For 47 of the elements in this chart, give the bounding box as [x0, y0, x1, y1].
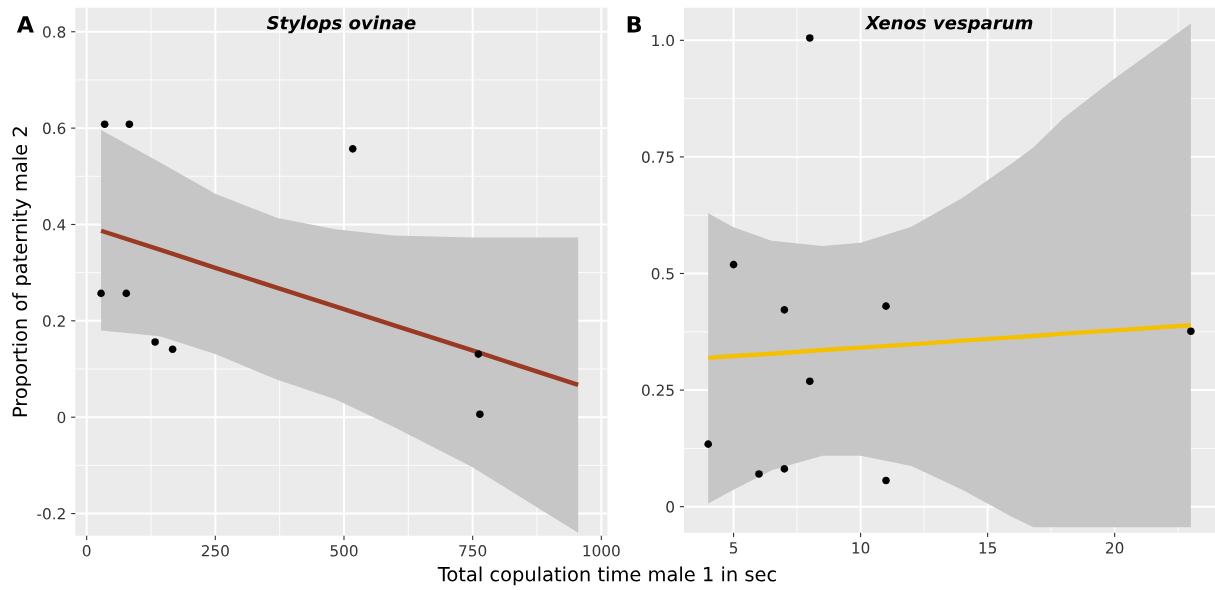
chart-title: Stylops ovinae: [266, 15, 416, 34]
point: [348, 145, 357, 153]
point: [805, 377, 814, 386]
point: [780, 306, 789, 314]
point: [476, 410, 484, 419]
point: [122, 289, 131, 298]
y-tick-label: 0.8: [43, 26, 66, 38]
x-tick-label: 1000: [583, 545, 620, 557]
point: [882, 476, 890, 485]
point: [729, 260, 738, 269]
x-tick-label: 750: [459, 545, 487, 557]
y-tick-label: 0.25: [642, 384, 674, 397]
point: [882, 302, 890, 310]
text: A: [16, 16, 34, 33]
y-tick-label: 1.0: [652, 34, 674, 47]
point: [704, 440, 712, 448]
text: B: [627, 16, 642, 33]
y-tick-label: 0: [666, 501, 674, 513]
y-tick-label: -0.2: [37, 508, 65, 520]
x-axis-title: Total copulation time male 1 in sec: [437, 566, 776, 586]
point: [151, 338, 159, 346]
x-tick-label: 20: [1106, 542, 1124, 554]
line-series: [705, 323, 1194, 361]
x-tick-label: 10: [852, 542, 870, 554]
y-tick-label: 0.2: [43, 315, 65, 327]
point: [97, 289, 105, 298]
x-tick-label: 500: [330, 545, 358, 557]
y-tick-label: 0.6: [43, 122, 66, 135]
x-tick-label: 5: [729, 542, 738, 554]
y-tick-label: 0: [57, 411, 66, 424]
point: [100, 120, 109, 129]
x-tick-label: 0: [82, 545, 91, 557]
point: [780, 465, 789, 473]
point: [805, 34, 814, 42]
line-series: [98, 228, 581, 388]
x-tick-label: 15: [979, 542, 997, 554]
y-axis-title: Proportion of paternity male 2: [12, 127, 31, 417]
point: [125, 120, 134, 129]
y-tick-label: 0.4: [43, 218, 66, 231]
point: [474, 350, 483, 358]
x-tick-label: 250: [201, 545, 229, 557]
point: [755, 470, 763, 478]
point: [1187, 327, 1195, 336]
y-tick-label: 0.5: [651, 267, 674, 280]
y-tick-label: 0.75: [642, 151, 674, 163]
chart-title: Xenos vesparum: [864, 16, 1033, 34]
point: [168, 345, 177, 354]
